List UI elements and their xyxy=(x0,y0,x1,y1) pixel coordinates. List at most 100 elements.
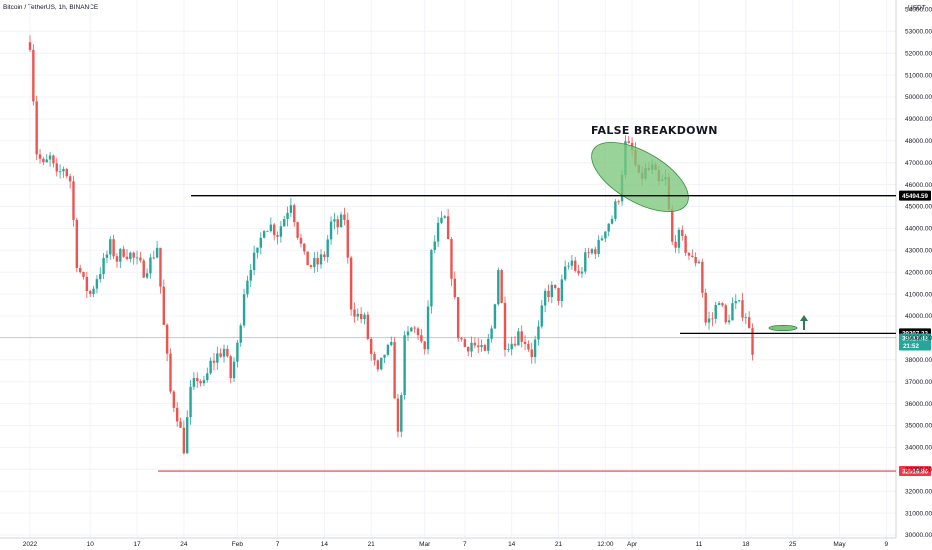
candle-body xyxy=(677,229,681,248)
price-axis[interactable]: 54000.00 53000.00 52000.00 51000.00 50000.00… xyxy=(905,7,932,540)
candle-body xyxy=(306,251,309,266)
y-tick-label: 41000.00 xyxy=(905,291,932,298)
candle-body xyxy=(65,169,68,177)
x-tick-label: 9 xyxy=(885,541,889,548)
candle-body xyxy=(313,258,316,267)
candle-body xyxy=(741,300,744,318)
y-tick-label: 37000.00 xyxy=(905,379,932,386)
x-tick-label: 14 xyxy=(321,541,329,548)
candle-body xyxy=(731,303,734,321)
candle-body xyxy=(169,353,172,392)
candle-body xyxy=(530,349,533,358)
candle-body xyxy=(45,159,48,163)
candlestick-series xyxy=(28,35,754,455)
candle-body xyxy=(145,273,149,278)
candle-body xyxy=(727,320,731,323)
candle-body xyxy=(520,331,523,342)
candle-body xyxy=(155,247,159,258)
candle-body xyxy=(296,222,299,238)
projection-zone[interactable] xyxy=(768,324,798,331)
x-tick-label: 10 xyxy=(87,541,95,548)
candle-body xyxy=(396,398,400,432)
candle-body xyxy=(430,250,433,307)
candle-body xyxy=(293,205,296,223)
candle-body xyxy=(493,304,497,329)
candle-body xyxy=(503,302,507,350)
candle-body xyxy=(456,297,460,339)
candle-body xyxy=(466,346,470,352)
y-tick-label: 49000.00 xyxy=(905,116,932,123)
y-tick-label: 38000.00 xyxy=(905,357,932,364)
candle-body xyxy=(513,343,517,346)
candle-body xyxy=(390,341,393,345)
bar-countdown-label: 21:52 xyxy=(903,343,919,350)
candle-body xyxy=(286,212,289,220)
candle-body xyxy=(604,231,607,239)
x-tick-label: Apr xyxy=(627,541,638,548)
candle-body xyxy=(470,342,473,352)
candle-body xyxy=(617,201,620,203)
x-tick-label: Mar xyxy=(419,541,431,548)
candle-body xyxy=(597,240,600,254)
candle-body xyxy=(112,239,115,257)
candle-body xyxy=(349,257,353,310)
candle-body xyxy=(129,252,132,259)
candle-body xyxy=(336,219,339,228)
x-tick-label: 7 xyxy=(463,541,467,548)
candle-body xyxy=(500,270,503,303)
candle-body xyxy=(353,309,356,317)
candle-body xyxy=(527,343,530,350)
x-tick-label: 17 xyxy=(133,541,141,548)
candle-body xyxy=(721,303,724,306)
candle-body xyxy=(232,361,236,379)
candle-body xyxy=(199,381,202,384)
candle-body xyxy=(426,306,430,350)
level-price-label: 45494.59 xyxy=(902,193,928,200)
candle-body xyxy=(704,292,707,323)
candle-body xyxy=(400,395,403,432)
candle-body xyxy=(35,101,38,155)
candle-body xyxy=(373,354,376,361)
candle-body xyxy=(262,231,266,238)
candle-body xyxy=(299,237,303,244)
candle-body xyxy=(460,338,463,340)
candle-body xyxy=(109,239,112,255)
candle-body xyxy=(256,247,259,253)
candle-body xyxy=(567,265,570,267)
candle-body xyxy=(550,284,554,298)
y-tick-label: 34000.00 xyxy=(905,445,932,452)
candle-body xyxy=(142,260,145,278)
candle-body xyxy=(182,427,186,454)
candle-body xyxy=(627,141,630,143)
candle-body xyxy=(189,386,192,418)
candle-body xyxy=(413,327,416,329)
candle-body xyxy=(490,328,493,339)
candle-body xyxy=(410,327,413,332)
candle-body xyxy=(473,342,477,346)
candle-body xyxy=(684,235,687,253)
candle-body xyxy=(510,343,513,350)
candle-body xyxy=(85,276,89,292)
y-tick-label: 35000.00 xyxy=(905,423,932,430)
y-tick-label: 42000.00 xyxy=(905,269,932,276)
candle-body xyxy=(289,205,293,213)
false-breakdown-zone[interactable] xyxy=(581,128,700,225)
level-price-tag xyxy=(899,466,931,477)
candle-body xyxy=(343,214,346,220)
candle-body xyxy=(135,257,139,259)
level-price-label: 32919.86 xyxy=(902,468,928,475)
candle-body xyxy=(697,261,701,264)
candle-body xyxy=(557,287,560,301)
y-tick-label: 39000.00 xyxy=(905,335,932,342)
y-tick-label: 51000.00 xyxy=(905,72,932,79)
time-axis[interactable]: 2022 10 17 24 Feb 7 14 21 Mar 7 14 21 12:00 Apr 11 18 25… xyxy=(23,541,889,548)
candle-body xyxy=(356,313,360,317)
candle-body xyxy=(68,176,72,182)
candle-body xyxy=(594,249,597,254)
candle-body xyxy=(279,226,283,237)
candle-body xyxy=(55,163,58,172)
candle-body xyxy=(252,252,256,270)
candle-body xyxy=(82,272,85,277)
candle-body xyxy=(102,257,105,275)
